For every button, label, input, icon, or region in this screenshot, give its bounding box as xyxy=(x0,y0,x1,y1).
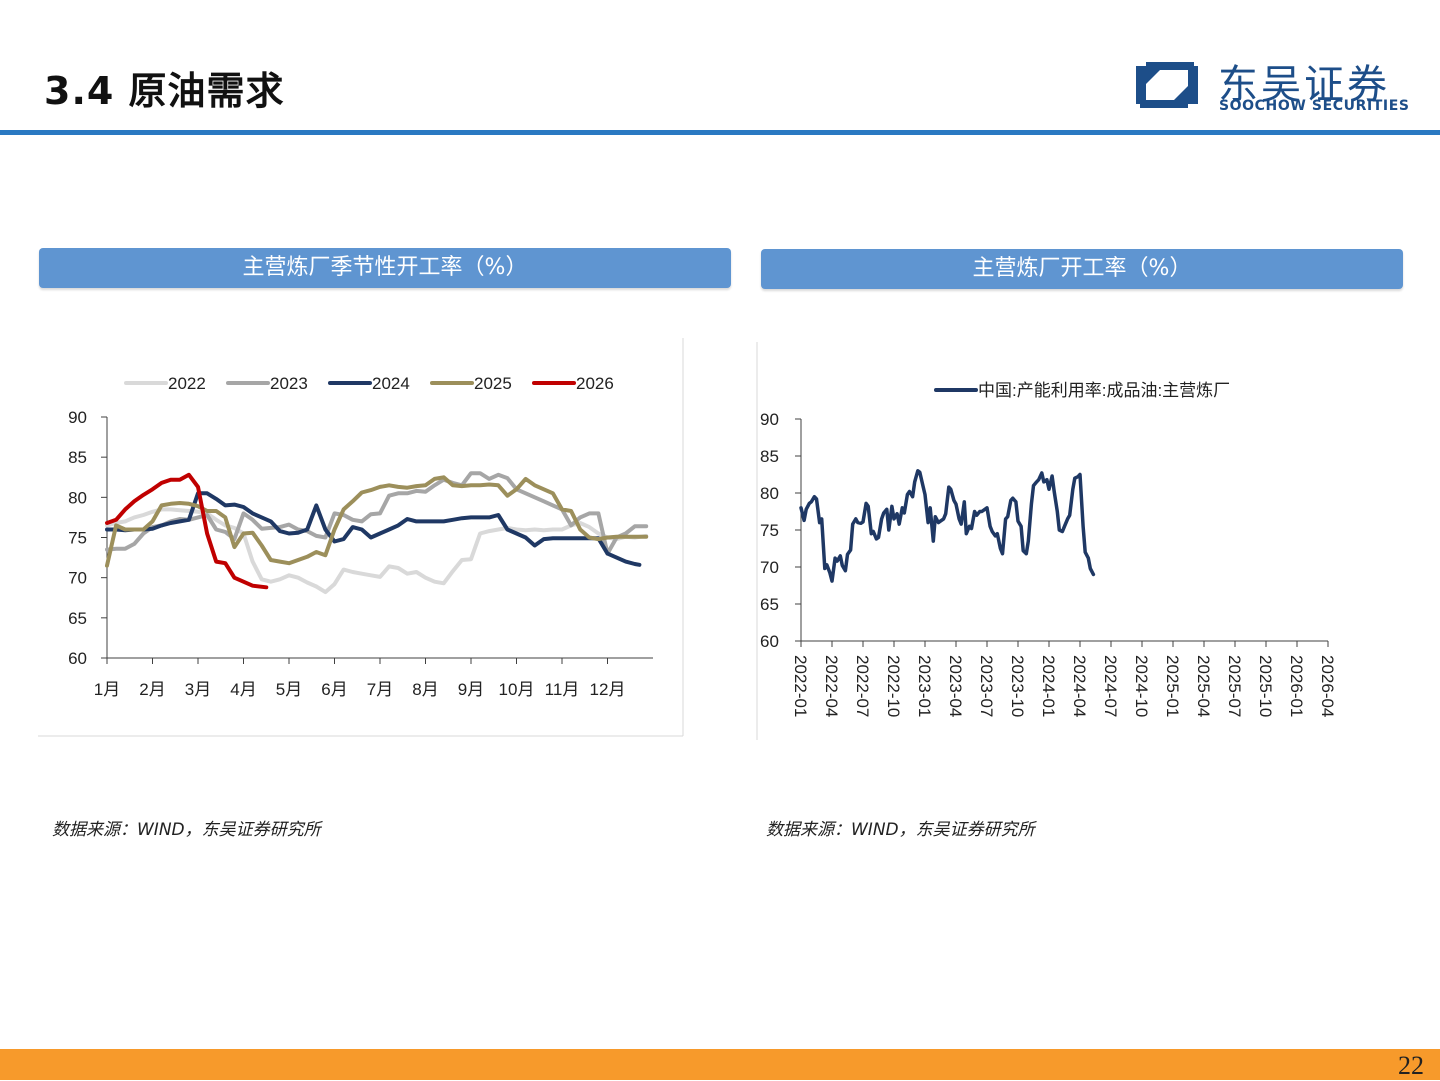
x-tick-label: 4月 xyxy=(230,680,256,699)
logo-english-name: SOOCHOW SECURITIES xyxy=(1219,98,1410,114)
legend-label: 2024 xyxy=(372,374,410,393)
legend-label: 2022 xyxy=(168,374,206,393)
x-tick-label: 3月 xyxy=(185,680,211,699)
y-tick-label: 60 xyxy=(760,632,779,651)
chart2-title-bar: 主营炼厂开工率（%） xyxy=(761,249,1403,289)
x-tick-label: 2026-01 xyxy=(1287,655,1306,717)
x-tick-label: 2023-10 xyxy=(1008,655,1027,717)
x-tick-label: 2024-04 xyxy=(1070,655,1089,717)
x-tick-label: 2022-04 xyxy=(822,655,841,717)
x-tick-label: 1月 xyxy=(94,680,120,699)
chart2-source-note: 数据来源：WIND，东吴证券研究所 xyxy=(766,820,1035,840)
chart1-source-note: 数据来源：WIND，东吴证券研究所 xyxy=(52,820,321,840)
y-tick-label: 75 xyxy=(68,529,87,548)
series-line-1-0 xyxy=(105,507,649,595)
y-tick-label: 90 xyxy=(68,408,87,427)
x-tick-label: 2022-07 xyxy=(853,655,872,717)
y-tick-label: 90 xyxy=(760,410,779,429)
x-tick-label: 2026-04 xyxy=(1318,655,1337,717)
y-tick-label: 80 xyxy=(68,488,87,507)
y-tick-label: 60 xyxy=(68,649,87,668)
legend-label: 中国:产能利用率:成品油:主营炼厂 xyxy=(978,381,1230,400)
legend-label: 2023 xyxy=(270,374,308,393)
x-tick-label: 11月 xyxy=(545,680,580,699)
x-tick-label: 2024-07 xyxy=(1101,655,1120,717)
legend-label: 2026 xyxy=(576,374,614,393)
x-tick-label: 12月 xyxy=(590,680,626,699)
x-tick-label: 9月 xyxy=(458,680,484,699)
y-tick-label: 80 xyxy=(760,484,779,503)
x-tick-label: 2024-01 xyxy=(1039,655,1058,717)
x-tick-label: 8月 xyxy=(412,680,438,699)
series-line-1-2 xyxy=(105,491,642,567)
x-tick-label: 2025-04 xyxy=(1194,655,1213,717)
y-tick-label: 65 xyxy=(760,595,779,614)
x-tick-label: 5月 xyxy=(276,680,302,699)
y-tick-label: 65 xyxy=(68,609,87,628)
x-tick-label: 6月 xyxy=(321,680,347,699)
header-divider xyxy=(0,130,1440,135)
x-tick-label: 2025-07 xyxy=(1225,655,1244,717)
series-line-1-3 xyxy=(105,475,649,568)
soochow-logo-mark-icon xyxy=(1136,62,1198,108)
page-title: 3.4 原油需求 xyxy=(44,69,285,113)
y-tick-label: 70 xyxy=(68,569,87,588)
page-number: 22 xyxy=(1398,1051,1424,1080)
x-tick-label: 2022-01 xyxy=(791,655,810,717)
x-tick-label: 2025-01 xyxy=(1163,655,1182,717)
chart1-title-bar: 主营炼厂季节性开工率（%） xyxy=(39,248,731,288)
series-line-1-1 xyxy=(105,471,649,556)
y-tick-label: 85 xyxy=(760,447,779,466)
x-tick-label: 7月 xyxy=(367,680,393,699)
seasonal-utilization-chart: 90 85 80 75 70 65 60 1月 2月 3月 4月 5月 6月 7月 8月 9月 10月 11月 12… xyxy=(38,338,684,737)
x-tick-label: 10月 xyxy=(499,680,535,699)
utilization-timeseries-chart: 90 85 80 75 70 65 60 2022-01 2022-04 2022-07 2022-… xyxy=(756,342,1337,740)
y-tick-label: 85 xyxy=(68,448,87,467)
y-tick-label: 70 xyxy=(760,558,779,577)
footer-bar xyxy=(0,1049,1440,1080)
logo-chinese-name: 东吴证券 xyxy=(1218,62,1390,108)
series-line-2-0 xyxy=(799,469,1096,583)
x-tick-label: 2023-01 xyxy=(915,655,934,717)
x-tick-label: 2023-04 xyxy=(946,655,965,717)
x-tick-label: 2025-10 xyxy=(1256,655,1275,717)
x-tick-label: 2月 xyxy=(139,680,165,699)
legend-label: 2025 xyxy=(474,374,512,393)
y-tick-label: 75 xyxy=(760,521,779,540)
x-tick-label: 2022-10 xyxy=(884,655,903,717)
series-line-1-4 xyxy=(105,472,269,590)
x-tick-label: 2023-07 xyxy=(977,655,996,717)
company-logo: 东吴证券 SOOCHOW SECURITIES xyxy=(1132,56,1412,116)
x-tick-label: 2024-10 xyxy=(1132,655,1151,717)
